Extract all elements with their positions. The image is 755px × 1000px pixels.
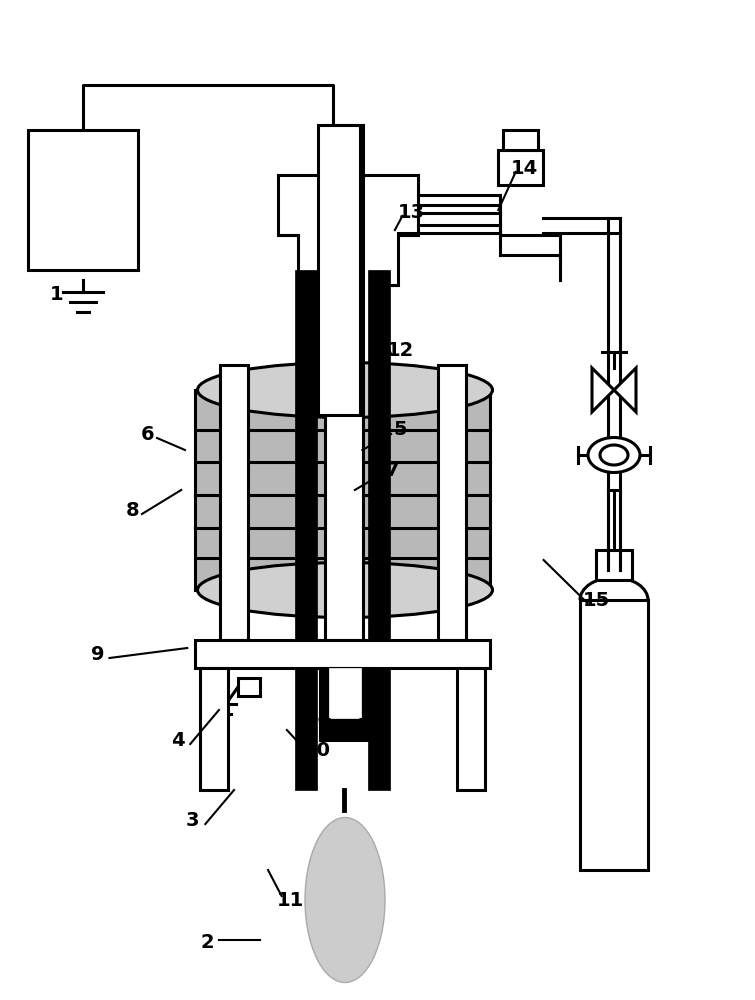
Text: 15: 15 (583, 590, 610, 609)
Bar (195, 390, 490, 590)
Ellipse shape (600, 445, 628, 465)
Bar (503, 130, 538, 150)
Text: 1: 1 (50, 285, 63, 304)
Bar (498, 150, 543, 185)
Bar (368, 668, 390, 790)
Text: 3: 3 (186, 810, 199, 829)
Text: 14: 14 (511, 158, 538, 178)
Text: 8: 8 (125, 500, 139, 520)
Text: 2: 2 (201, 932, 214, 951)
Text: 12: 12 (387, 340, 414, 360)
Bar (457, 668, 485, 790)
Bar (220, 365, 248, 640)
Bar (295, 270, 317, 640)
Bar (438, 365, 466, 640)
Text: 6: 6 (140, 426, 154, 444)
Ellipse shape (198, 362, 492, 418)
Bar (325, 125, 363, 640)
Ellipse shape (305, 818, 385, 982)
Bar (318, 125, 360, 415)
Text: 9: 9 (91, 646, 105, 664)
Bar (368, 270, 390, 640)
Text: 5: 5 (393, 420, 407, 439)
Ellipse shape (588, 438, 640, 473)
Bar (320, 668, 370, 740)
Text: 10: 10 (304, 740, 331, 760)
Polygon shape (592, 368, 614, 412)
Bar (28, 130, 138, 270)
Text: 4: 4 (171, 730, 184, 750)
Bar (295, 668, 317, 790)
Bar (580, 600, 648, 870)
Text: 7: 7 (386, 460, 399, 480)
Text: 11: 11 (277, 891, 304, 910)
Ellipse shape (198, 562, 492, 617)
Bar (329, 668, 361, 718)
Bar (200, 668, 228, 790)
Text: 13: 13 (398, 202, 425, 222)
Bar (238, 678, 260, 696)
Bar (596, 550, 632, 580)
Polygon shape (614, 368, 636, 412)
Bar (195, 640, 490, 668)
